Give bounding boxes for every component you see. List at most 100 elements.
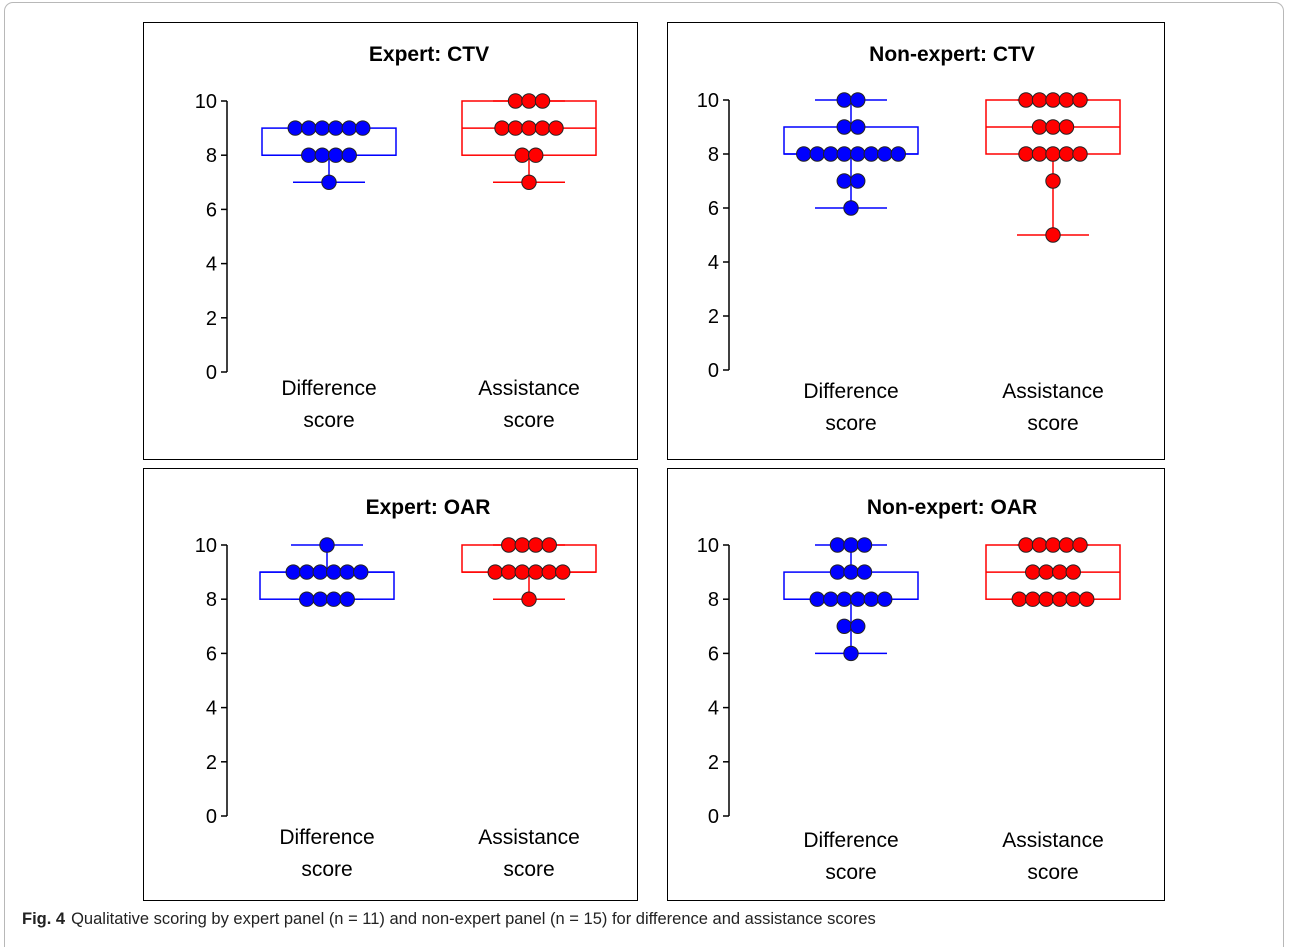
y-tick-label: 2 [708, 752, 719, 774]
chart-title: Expert: OAR [366, 496, 491, 519]
figure-frame [4, 2, 1284, 947]
data-point [326, 591, 342, 607]
y-tick-label: 6 [708, 643, 719, 665]
caption-text: Qualitative scoring by expert panel (n =… [71, 910, 876, 928]
series-group [461, 93, 597, 191]
data-point [1025, 591, 1041, 607]
y-tick-label: 2 [708, 306, 719, 328]
data-point [1011, 591, 1027, 607]
data-point [1052, 564, 1068, 580]
chart-svg: Non-expert: OAR 0 2 4 6 8 10 Difference score Ass… [697, 496, 1121, 884]
data-point [1045, 537, 1061, 553]
data-point [1058, 537, 1075, 553]
data-point [521, 174, 537, 191]
chart-svg: Non-expert: CTV 0 2 4 6 8 10 Difference score Ass… [697, 43, 1121, 435]
data-point [823, 146, 839, 162]
y-tick-label: 2 [206, 752, 217, 774]
data-point [548, 120, 564, 136]
data-point [1079, 591, 1095, 607]
x-tick-label: Assistance [1002, 380, 1104, 403]
data-point [1045, 119, 1061, 135]
data-point [1045, 146, 1061, 162]
data-point [850, 92, 866, 108]
chart-title: Non-expert: OAR [867, 496, 1037, 519]
chart-panel-expert-oar: Expert: OAR 0 2 4 6 8 10 Difference score Assista… [143, 468, 638, 901]
data-point [541, 564, 557, 580]
data-point [1031, 119, 1048, 135]
chart-panel-nonexpert-ctv: Non-expert: CTV 0 2 4 6 8 10 Difference score Ass… [667, 22, 1165, 460]
data-point [1072, 146, 1088, 162]
data-point [1018, 537, 1034, 553]
y-tick-label: 0 [206, 806, 217, 828]
y-tick-label: 6 [708, 198, 719, 220]
chart-svg: Expert: OAR 0 2 4 6 8 10 Difference score Assista… [195, 496, 597, 881]
data-point [836, 173, 852, 189]
data-point [541, 537, 557, 553]
data-point [285, 564, 301, 580]
box [259, 571, 395, 600]
y-tick-label: 8 [708, 589, 719, 611]
data-point [341, 120, 357, 136]
data-point [328, 120, 344, 136]
data-point [287, 120, 303, 136]
y-tick-label: 10 [697, 90, 719, 112]
series-group [261, 120, 397, 191]
data-point [339, 564, 355, 580]
data-point [856, 537, 873, 553]
y-tick-label: 6 [206, 643, 217, 665]
data-point [312, 564, 328, 580]
data-point [850, 591, 866, 607]
y-tick-label: 8 [708, 144, 719, 166]
data-point [339, 591, 355, 607]
data-point [809, 146, 825, 162]
y-tick-label: 4 [708, 252, 719, 274]
x-tick-label: score [825, 412, 876, 435]
data-point [829, 564, 846, 580]
data-point [1058, 92, 1075, 108]
series-group [461, 537, 597, 607]
data-point [1065, 564, 1081, 580]
y-tick-label: 10 [195, 535, 217, 557]
data-point [863, 146, 879, 162]
x-tick-label: Difference [803, 380, 898, 403]
data-point [534, 93, 551, 109]
data-point [528, 537, 544, 553]
data-point [823, 591, 839, 607]
x-tick-label: Difference [803, 829, 898, 852]
caption-label: Fig. 4 [22, 910, 66, 928]
data-point [301, 120, 317, 136]
y-tick-label: 6 [206, 199, 217, 221]
y-tick-label: 10 [697, 535, 719, 557]
y-tick-label: 8 [206, 145, 217, 167]
data-point [521, 93, 537, 109]
data-point [1038, 564, 1054, 580]
data-point [1072, 537, 1088, 553]
data-point [1018, 92, 1034, 108]
y-tick-label: 0 [708, 360, 719, 382]
data-point [1031, 537, 1048, 553]
data-point [326, 564, 342, 580]
data-point [890, 146, 906, 162]
data-point [843, 200, 859, 216]
data-point [528, 564, 544, 580]
y-tick-label: 4 [708, 698, 719, 720]
data-point [487, 564, 503, 580]
box [461, 544, 597, 573]
data-point [353, 564, 369, 580]
data-point [1058, 119, 1075, 135]
x-tick-label: Assistance [478, 377, 580, 400]
series-group [985, 537, 1121, 607]
data-point [843, 645, 859, 662]
x-tick-label: score [1027, 861, 1078, 884]
data-point [836, 591, 852, 607]
data-point [850, 173, 866, 189]
y-tick-label: 8 [206, 589, 217, 611]
data-point [314, 120, 330, 136]
data-point [836, 618, 852, 635]
x-tick-label: score [825, 861, 876, 884]
x-tick-label: score [503, 409, 554, 432]
data-point [341, 147, 357, 163]
data-point [355, 120, 371, 136]
y-tick-label: 4 [206, 254, 217, 276]
data-point [836, 119, 852, 135]
